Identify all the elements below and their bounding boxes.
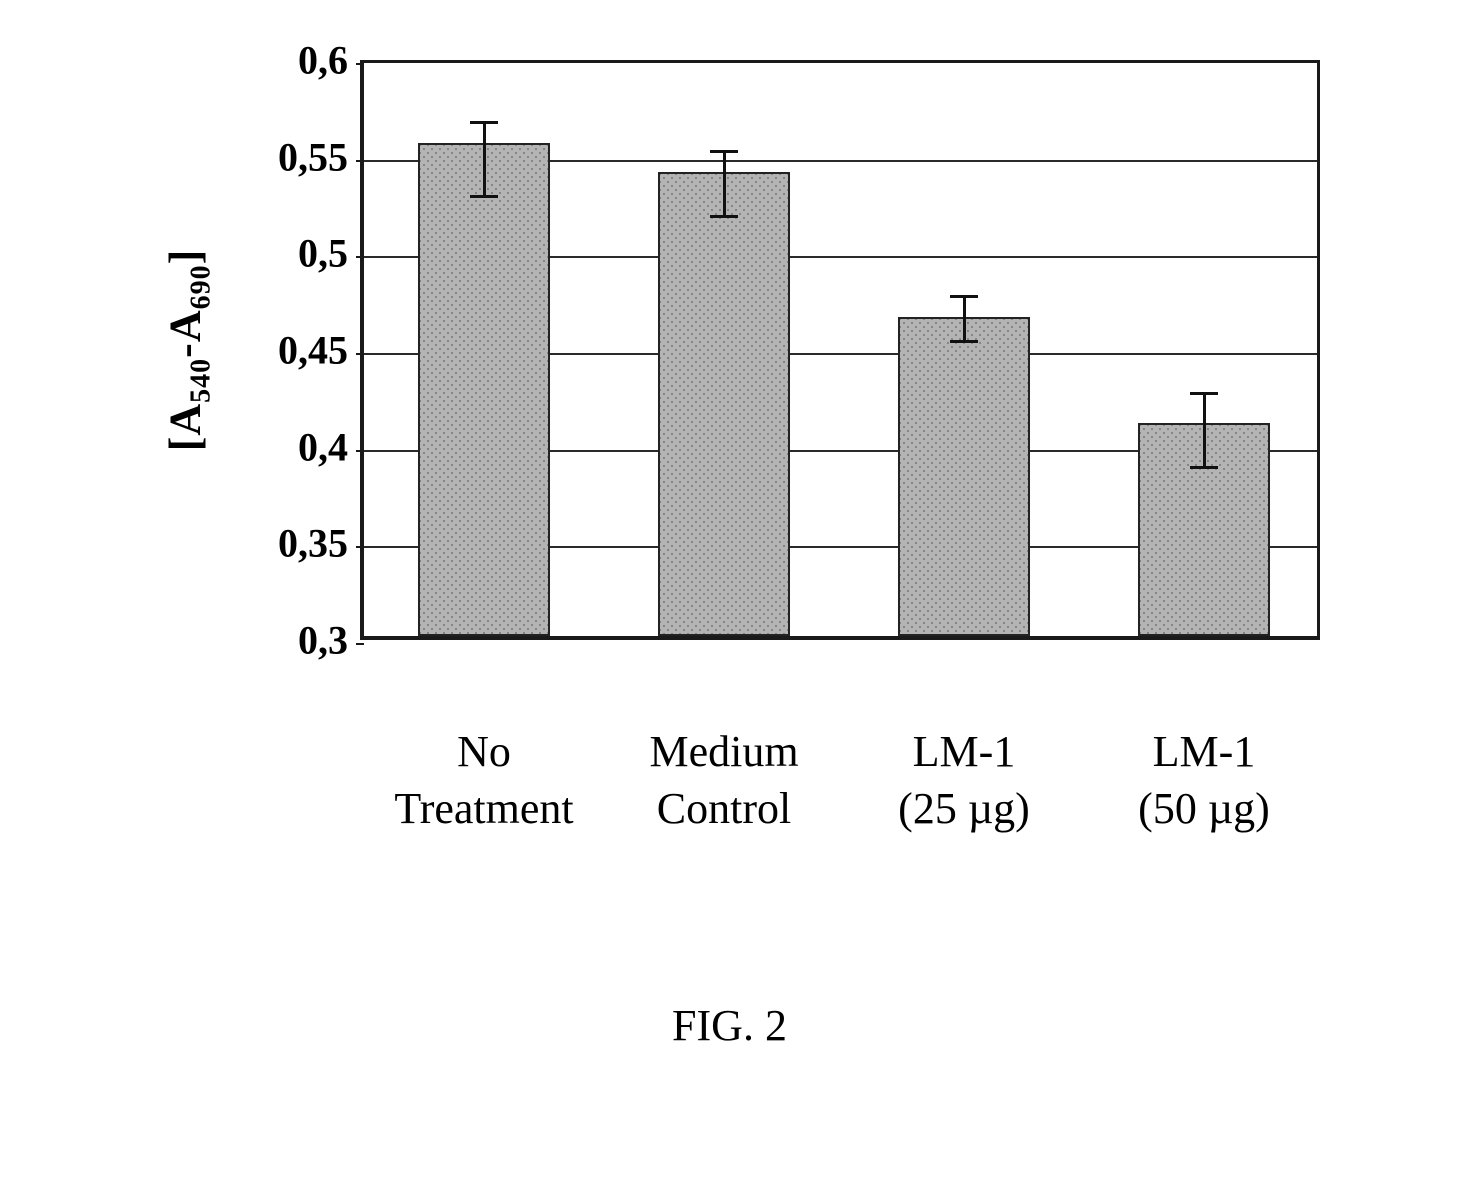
error-bar-cap-top bbox=[1190, 392, 1218, 395]
y-tick-mark bbox=[356, 256, 364, 258]
y-axis-label-mid: -A bbox=[161, 309, 210, 357]
x-axis-labels: NoTreatmentMediumControlLM-1(25 µg)LM-1(… bbox=[364, 636, 1317, 726]
y-tick-mark bbox=[356, 450, 364, 452]
bar bbox=[898, 317, 1030, 636]
x-axis-label-line2: (25 µg) bbox=[898, 783, 1030, 834]
y-tick-label: 0,6 bbox=[298, 37, 348, 84]
y-axis-ticks-column: 0,60,550,50,450,40,350,3 bbox=[230, 60, 360, 640]
error-bar-cap-top bbox=[950, 295, 978, 298]
x-axis-label-line1: LM-1 bbox=[1153, 727, 1256, 776]
y-tick-label: 0,35 bbox=[278, 520, 348, 567]
error-bar-cap-top bbox=[710, 150, 738, 153]
x-axis-label-line1: LM-1 bbox=[913, 727, 1016, 776]
y-tick-mark bbox=[356, 643, 364, 645]
x-axis-label-line1: No bbox=[457, 727, 511, 776]
plot-row: [A540-A690] 0,60,550,50,450,40,350,3 NoT… bbox=[140, 60, 1320, 640]
figure: [A540-A690] 0,60,550,50,450,40,350,3 NoT… bbox=[140, 60, 1320, 640]
y-axis-label-open: [A bbox=[161, 403, 210, 451]
error-bar-cap-bottom bbox=[1190, 466, 1218, 469]
y-tick-mark bbox=[356, 353, 364, 355]
y-tick-mark bbox=[356, 63, 364, 65]
error-bar-stem bbox=[1203, 392, 1206, 469]
y-tick-label: 0,4 bbox=[298, 423, 348, 470]
error-bar-stem bbox=[963, 295, 966, 343]
y-axis-label: [A540-A690] bbox=[160, 249, 211, 452]
error-bar-cap-bottom bbox=[470, 195, 498, 198]
x-axis-label-line2: (50 µg) bbox=[1138, 783, 1270, 834]
x-axis-label: LM-1 (50 µg) bbox=[1138, 726, 1270, 834]
bar bbox=[658, 172, 790, 636]
error-bar-stem bbox=[723, 150, 726, 218]
bar bbox=[418, 143, 550, 636]
x-axis-label: Medium Control bbox=[649, 726, 798, 834]
y-axis-label-close: ] bbox=[161, 249, 210, 265]
y-tick-label: 0,3 bbox=[298, 617, 348, 664]
chart-column: NoTreatmentMediumControlLM-1(25 µg)LM-1(… bbox=[360, 60, 1320, 640]
y-axis-label-column: [A540-A690] bbox=[140, 60, 230, 640]
bar-chart: NoTreatmentMediumControlLM-1(25 µg)LM-1(… bbox=[360, 60, 1320, 640]
y-tick-label: 0,45 bbox=[278, 327, 348, 374]
figure-caption: FIG. 2 bbox=[0, 1000, 1459, 1051]
x-axis-label-line2: Treatment bbox=[394, 783, 573, 834]
error-bar-cap-top bbox=[470, 121, 498, 124]
error-bar-cap-bottom bbox=[950, 340, 978, 343]
x-axis-label: No Treatment bbox=[394, 726, 573, 834]
x-axis-label-line1: Medium bbox=[649, 727, 798, 776]
x-axis-label-line2: Control bbox=[649, 783, 798, 834]
y-tick-mark bbox=[356, 546, 364, 548]
x-axis-label: LM-1 (25 µg) bbox=[898, 726, 1030, 834]
y-axis-label-sub2: 690 bbox=[185, 264, 216, 309]
error-bar-cap-bottom bbox=[710, 215, 738, 218]
y-axis-label-sub1: 540 bbox=[185, 358, 216, 403]
y-tick-label: 0,55 bbox=[278, 133, 348, 180]
y-tick-mark bbox=[356, 160, 364, 162]
y-tick-label: 0,5 bbox=[298, 230, 348, 277]
error-bar-stem bbox=[483, 121, 486, 198]
